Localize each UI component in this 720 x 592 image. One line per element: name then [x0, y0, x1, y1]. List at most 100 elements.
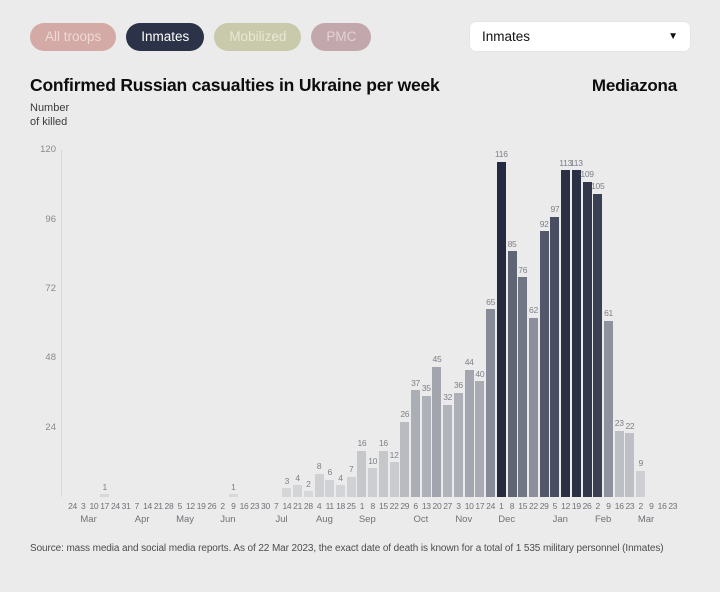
x-tick-label: 19	[571, 501, 581, 511]
x-tick-label: 3	[456, 501, 461, 511]
month-label: Aug	[315, 514, 333, 525]
bar-value-label: 76	[518, 264, 528, 275]
month-label: Mar	[80, 514, 97, 525]
bar	[614, 430, 624, 497]
bar-value-label: 1	[102, 481, 107, 492]
bar-value-label: 65	[486, 296, 495, 307]
x-tick-label: 20	[432, 501, 442, 511]
filter-inmates-button[interactable]: Inmates	[126, 23, 205, 51]
x-tick-label: 22	[529, 501, 538, 511]
bar	[325, 479, 335, 497]
bar	[464, 369, 474, 497]
x-tick-label: 26	[582, 501, 592, 511]
month-label: Apr	[134, 514, 150, 525]
bar-value-label: 23	[614, 418, 624, 429]
bar-value-label: 6	[327, 467, 333, 478]
bar-value-label: 1	[231, 481, 236, 492]
bar	[625, 433, 635, 497]
x-tick-label: 9	[649, 501, 654, 511]
bar	[100, 494, 110, 497]
x-tick-label: 5	[552, 501, 558, 511]
bar-value-label: 16	[357, 438, 367, 449]
month-label: Oct	[413, 514, 429, 525]
bar-value-label: 16	[378, 438, 388, 449]
x-tick-label: 16	[239, 501, 249, 511]
bar	[421, 395, 431, 497]
x-tick-label: 1	[359, 501, 365, 511]
bar	[282, 488, 292, 497]
x-tick-label: 10	[464, 501, 474, 511]
bar	[293, 485, 303, 497]
filter-mobilized-button[interactable]: Mobilized	[214, 23, 302, 51]
x-tick-label: 1	[499, 501, 504, 511]
bar-value-label: 45	[432, 354, 442, 365]
month-label: Dec	[498, 514, 516, 525]
x-tick-label: 5	[177, 501, 182, 511]
x-tick-label: 31	[121, 501, 131, 511]
bar-value-label: 97	[550, 204, 560, 215]
bar	[400, 421, 410, 497]
bar	[582, 181, 592, 497]
filter-pmc-button[interactable]: PMC	[311, 23, 372, 51]
x-tick-label: 29	[539, 501, 549, 511]
bar-value-label: 109	[580, 169, 594, 180]
bar	[453, 392, 463, 497]
bar-value-label: 116	[494, 149, 508, 160]
bar	[303, 491, 313, 497]
month-label: May	[176, 514, 195, 525]
bar	[528, 317, 538, 497]
month-label: Feb	[594, 514, 612, 525]
x-tick-label: 2	[220, 501, 225, 511]
x-tick-label: 30	[261, 501, 270, 511]
x-tick-label: 18	[336, 501, 345, 511]
x-tick-label: 23	[668, 501, 678, 511]
bar-value-label: 62	[529, 305, 538, 316]
x-tick-label: 24	[110, 501, 120, 511]
bar-value-label: 40	[475, 368, 485, 379]
bar	[368, 468, 378, 497]
bar-value-label: 113	[559, 157, 572, 168]
x-tick-label: 21	[153, 501, 163, 511]
category-dropdown-value: Inmates	[482, 29, 531, 44]
bar-value-label: 92	[539, 218, 549, 229]
bar-value-label: 32	[443, 392, 453, 403]
x-tick-label: 10	[89, 501, 99, 511]
bar	[571, 170, 581, 497]
x-tick-label: 12	[561, 501, 571, 511]
x-tick-label: 23	[250, 501, 260, 511]
x-tick-label: 8	[370, 501, 375, 511]
y-tick-label: 120	[40, 144, 56, 156]
x-tick-label: 4	[316, 501, 322, 511]
y-tick-label: 24	[45, 421, 56, 433]
x-tick-label: 7	[273, 501, 279, 511]
brand-logo: Mediazona	[591, 76, 677, 95]
bar	[593, 193, 603, 497]
bar-value-label: 7	[349, 464, 354, 475]
filter-all-troops-button[interactable]: All troops	[30, 23, 117, 51]
bar	[636, 470, 646, 497]
bar-value-label: 4	[295, 472, 300, 483]
x-tick-label: 16	[657, 501, 667, 511]
x-tick-label: 28	[303, 501, 313, 511]
bar-value-label: 10	[368, 455, 378, 466]
bar-value-label: 61	[604, 308, 613, 319]
bar	[432, 366, 442, 497]
bar-value-label: 2	[306, 478, 311, 489]
y-tick-label: 72	[45, 282, 56, 294]
bar	[604, 320, 613, 497]
category-dropdown[interactable]: Inmates ▼	[470, 22, 690, 51]
y-tick-label: 96	[45, 213, 56, 225]
bar-value-label: 85	[507, 238, 517, 249]
bar-value-label: 37	[411, 377, 420, 388]
y-tick-label: 48	[45, 352, 56, 364]
x-tick-label: 29	[400, 501, 410, 511]
bar	[389, 462, 399, 497]
x-tick-label: 19	[196, 501, 206, 511]
bar	[357, 450, 367, 497]
x-tick-label: 12	[185, 501, 195, 511]
x-tick-label: 24	[68, 501, 77, 511]
x-tick-label: 9	[231, 501, 236, 511]
x-tick-label: 7	[134, 501, 140, 511]
